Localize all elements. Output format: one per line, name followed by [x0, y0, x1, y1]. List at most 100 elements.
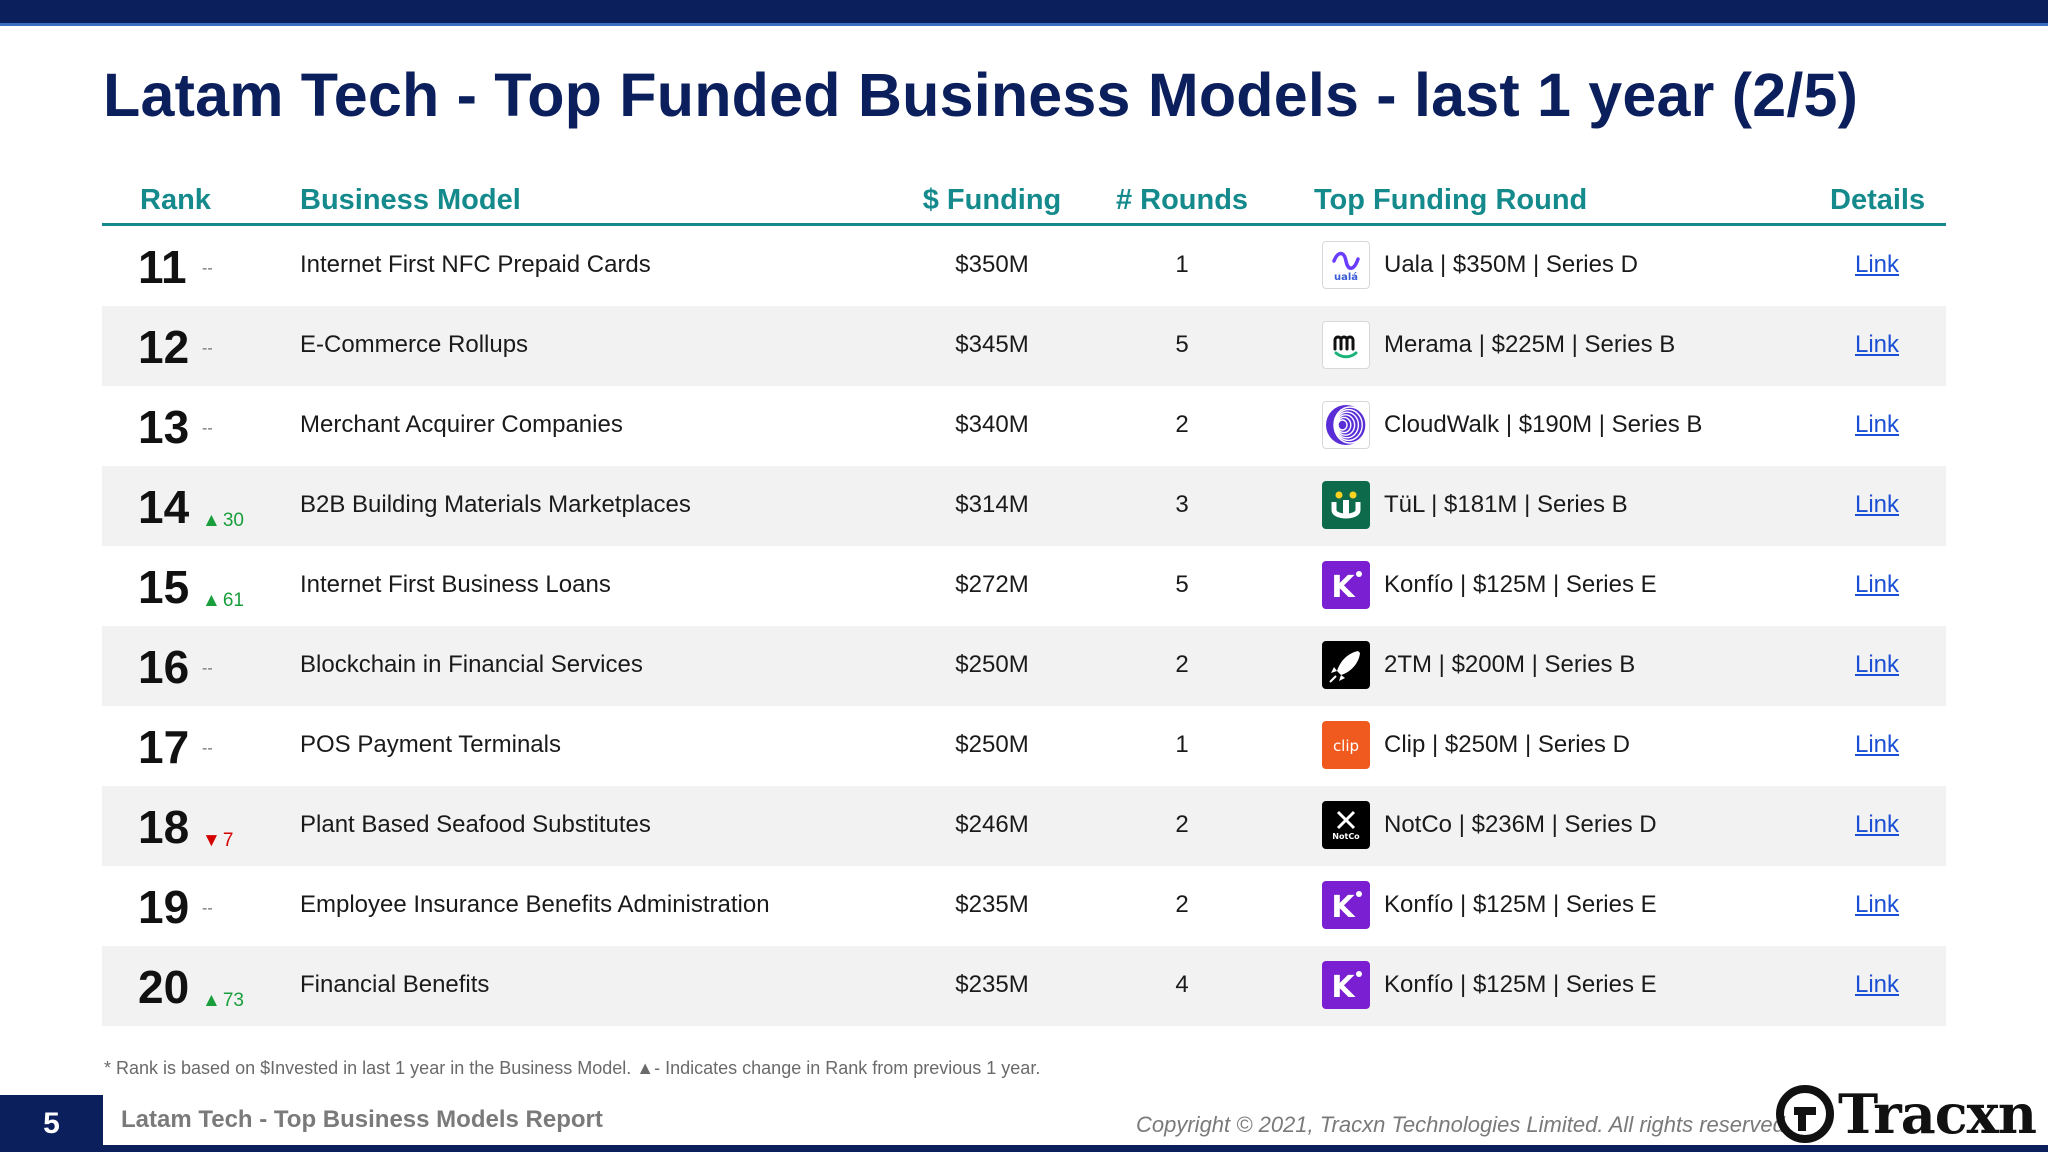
rank-number: 19	[138, 881, 190, 933]
rounds-count: 2	[1175, 891, 1189, 918]
details-link[interactable]: Link	[1855, 331, 1900, 358]
svg-text:K: K	[1331, 890, 1356, 925]
details-link[interactable]: Link	[1855, 971, 1900, 998]
rank-number: 18	[138, 801, 190, 853]
rank-change: ▲ 61	[202, 590, 244, 612]
rank-change-value: 30	[222, 510, 244, 531]
header-rounds: # Rounds	[1115, 184, 1249, 216]
details-link[interactable]: Link	[1855, 491, 1900, 518]
up-arrow-icon: ▲	[202, 510, 221, 531]
tracxn-logo: Tracxn	[1776, 1082, 2037, 1146]
rank-change: --	[202, 740, 213, 758]
rounds-count: 2	[1175, 811, 1189, 838]
top-funding-round: Merama | $225M | Series B	[1384, 331, 1676, 358]
konfio-logo-icon: K	[1322, 961, 1370, 1009]
svg-text:NotCo: NotCo	[1332, 832, 1360, 841]
rank-change: ▲ 73	[202, 990, 244, 1012]
top-funding-round: Clip | $250M | Series D	[1384, 731, 1630, 758]
rank-number: 13	[138, 401, 190, 453]
funding-amount: $345M	[955, 331, 1029, 358]
rank-change-value: --	[202, 660, 213, 677]
top-funding-round: 2TM | $200M | Series B	[1384, 651, 1636, 678]
header-business-model: Business Model	[300, 184, 521, 216]
funding-amount: $272M	[955, 571, 1029, 598]
rounds-count: 1	[1175, 251, 1189, 278]
bottom-banner-bar	[0, 1145, 2048, 1152]
page-title: Latam Tech - Top Funded Business Models …	[103, 61, 1859, 129]
copyright-text: Copyright © 2021, Tracxn Technologies Li…	[1136, 1112, 1791, 1137]
rank-change-value: --	[202, 260, 213, 277]
rounds-count: 2	[1175, 651, 1189, 678]
brand-name: Tracxn	[1838, 1082, 2037, 1146]
rank-number: 12	[138, 321, 190, 373]
funding-amount: $235M	[955, 891, 1029, 918]
details-link[interactable]: Link	[1855, 251, 1900, 278]
svg-text:K: K	[1331, 970, 1356, 1005]
down-arrow-icon: ▼	[202, 830, 221, 851]
funding-amount: $314M	[955, 491, 1029, 518]
business-model: Internet First NFC Prepaid Cards	[300, 251, 651, 278]
details-link[interactable]: Link	[1855, 651, 1900, 678]
rank-change-value: --	[202, 420, 213, 437]
details-link[interactable]: Link	[1855, 731, 1900, 758]
details-link[interactable]: Link	[1855, 411, 1900, 438]
table-row: 11 -- Internet First NFC Prepaid Cards $350…	[102, 226, 1946, 306]
header-rank: Rank	[140, 184, 211, 216]
rank-number: 17	[138, 721, 190, 773]
table-row: 12 -- E-Commerce Rollups $345M 5 Merama | $22…	[102, 306, 1946, 386]
tracxn-mark-icon	[1776, 1085, 1834, 1143]
funding-amount: $246M	[955, 811, 1029, 838]
table-row: 16 -- Blockchain in Financial Services $250…	[102, 626, 1946, 706]
table-row: 19 -- Employee Insurance Benefits Administ…	[102, 866, 1946, 946]
konfio-logo-icon: K	[1322, 561, 1370, 609]
details-link[interactable]: Link	[1855, 811, 1900, 838]
details-link[interactable]: Link	[1855, 891, 1900, 918]
business-model: E-Commerce Rollups	[300, 331, 529, 358]
rank-change: --	[202, 660, 213, 678]
svg-text:K: K	[1331, 570, 1356, 605]
top-banner-bar	[0, 0, 2048, 26]
uala-logo-icon: ualá	[1322, 241, 1370, 289]
merama-logo-icon	[1322, 321, 1370, 369]
funding-amount: $250M	[955, 731, 1029, 758]
rank-number: 16	[138, 641, 190, 693]
top-funding-round: Uala | $350M | Series D	[1384, 251, 1638, 278]
top-funding-round: NotCo | $236M | Series D	[1384, 811, 1657, 838]
table-row: 17 -- POS Payment Terminals $250M 1 clip Clip …	[102, 706, 1946, 786]
cloudwalk-logo-icon	[1322, 401, 1370, 449]
table-header: Rank Business Model $ Funding # Rounds T…	[102, 182, 1946, 226]
rank-change: ▼ 7	[202, 830, 233, 852]
up-arrow-icon: ▲	[202, 990, 221, 1011]
funding-amount: $235M	[955, 971, 1029, 998]
svg-text:ualá: ualá	[1334, 271, 1358, 283]
rank-change: --	[202, 260, 213, 278]
business-model: B2B Building Materials Marketplaces	[300, 491, 691, 518]
rank-change-value: --	[202, 900, 213, 917]
header-funding: $ Funding	[922, 184, 1062, 216]
business-model: Merchant Acquirer Companies	[300, 411, 623, 438]
rank-number: 11	[138, 241, 187, 293]
konfio-logo-icon: K	[1322, 881, 1370, 929]
rank-number: 14	[138, 481, 190, 533]
rank-change-value: 73	[222, 990, 244, 1011]
table-row: 20 ▲ 73 Financial Benefits $235M 4 K Konfío | $…	[102, 946, 1946, 1026]
table-row: 13 -- Merchant Acquirer Companies $340M 2 Clo…	[102, 386, 1946, 466]
funding-amount: $250M	[955, 651, 1029, 678]
report-name: Latam Tech - Top Business Models Report	[121, 1106, 603, 1133]
table-body: 11 -- Internet First NFC Prepaid Cards $350…	[102, 226, 1946, 1026]
table-row: 18 ▼ 7 Plant Based Seafood Substitutes $246M…	[102, 786, 1946, 866]
rank-number: 15	[138, 561, 190, 613]
rounds-count: 4	[1175, 971, 1189, 998]
details-link[interactable]: Link	[1855, 571, 1900, 598]
2tm-rocket-logo-icon	[1322, 641, 1370, 689]
rounds-count: 5	[1175, 331, 1189, 358]
rank-change: --	[202, 420, 213, 438]
header-top-funding-round: Top Funding Round	[1314, 184, 1588, 216]
business-model: Financial Benefits	[300, 971, 490, 998]
top-funding-round: TüL | $181M | Series B	[1384, 491, 1628, 518]
rank-change-value: --	[202, 340, 213, 357]
tul-logo-icon	[1322, 481, 1370, 529]
page-number: 5	[0, 1095, 103, 1152]
top-funding-round: Konfío | $125M | Series E	[1384, 891, 1657, 918]
clip-logo-icon: clip	[1322, 721, 1370, 769]
